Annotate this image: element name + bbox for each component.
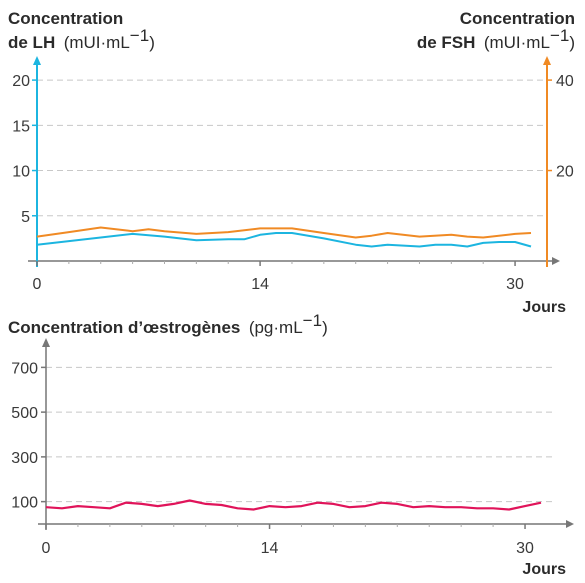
- estrogen-title: Concentration d’œstrogènes (pg·mL−1): [8, 311, 328, 337]
- top-x-tick-label: 0: [33, 276, 42, 293]
- lh-title-bold: de LH: [8, 33, 55, 52]
- fsh-y-tick-label: 20: [556, 164, 574, 181]
- top-axes: [28, 56, 560, 267]
- bottom-tick-labels: 100 300 500 700 0 14 30: [11, 360, 534, 557]
- fsh-title-line2: de FSH (mUI·mL−1): [417, 26, 575, 52]
- lh-y-tick-label: 10: [12, 164, 30, 181]
- lh-title-line2: de LH (mUI·mL−1): [8, 26, 155, 52]
- lh-series-line: [36, 232, 532, 248]
- bottom-series: [45, 499, 542, 511]
- bottom-x-tick-label: 0: [42, 540, 51, 557]
- top-tick-labels: 5 10 15 20 20 40 0 14 30: [12, 73, 574, 293]
- lh-y-tick-label: 20: [12, 73, 30, 90]
- bottom-x-tick-label: 30: [516, 540, 534, 557]
- fsh-title-sup: −1: [550, 26, 569, 45]
- fsh-title-line1: Concentration: [460, 9, 575, 28]
- bottom-axes: [38, 338, 574, 530]
- bottom-y-tick-label: 100: [11, 495, 38, 512]
- top-x-tick-label: 14: [251, 276, 269, 293]
- fsh-series-line: [36, 226, 532, 239]
- estrogen-title-paren: ): [322, 318, 328, 337]
- top-series: [36, 226, 532, 248]
- fsh-y-axis-arrow: [543, 56, 551, 65]
- lh-y-tick-label: 15: [12, 118, 30, 135]
- lh-y-tick-label: 5: [21, 209, 30, 226]
- bottom-y-tick-label: 700: [11, 360, 38, 377]
- estrogen-title-sup: −1: [303, 311, 322, 330]
- bottom-y-tick-label: 500: [11, 405, 38, 422]
- lh-title-unit: (mUI·mL: [64, 33, 130, 52]
- fsh-title-paren: ): [569, 33, 575, 52]
- bottom-xlabel: Jours: [522, 561, 566, 578]
- bottom-x-tick-label: 14: [261, 540, 279, 557]
- top-gridlines: [37, 79, 548, 217]
- fsh-y-tick-label: 40: [556, 73, 574, 90]
- top-x-axis-arrow: [552, 257, 560, 265]
- estrogen-title-unit: (pg·mL: [249, 318, 303, 337]
- fsh-title-bold: de FSH: [417, 33, 476, 52]
- estrogen-title-bold: Concentration d’œstrogènes: [8, 318, 240, 337]
- lh-y-axis-arrow: [33, 56, 41, 65]
- lh-title-line1: Concentration: [8, 9, 123, 28]
- bottom-y-tick-label: 300: [11, 450, 38, 467]
- lh-title-paren: ): [149, 33, 155, 52]
- top-x-tick-label: 30: [506, 276, 524, 293]
- bottom-x-axis-arrow: [566, 520, 574, 528]
- estrogen-series-line: [45, 499, 542, 511]
- top-xlabel: Jours: [522, 299, 566, 316]
- lh-title-sup: −1: [130, 26, 149, 45]
- bottom-gridlines: [46, 366, 552, 503]
- bottom-y-axis-arrow: [42, 338, 50, 347]
- fsh-title-unit: (mUI·mL: [484, 33, 550, 52]
